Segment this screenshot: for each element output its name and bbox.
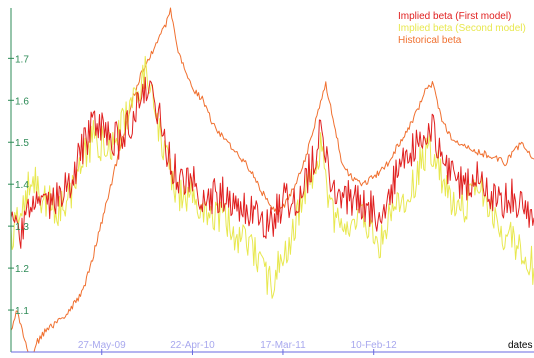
x-tick-label-2: 22-Apr-10 [170,340,215,351]
legend: Implied beta (First model)Implied beta (… [398,11,526,46]
x-axis-label: dates [508,340,532,351]
x-ticks: 27-May-09 22-Apr-10 17-Mar-11 10-Feb-12 [78,340,397,355]
y-tick-label-7: 1.7 [15,54,29,65]
legend-entry-3: Historical beta [398,35,462,46]
series-layer [10,7,534,353]
x-tick-label-4: 10-Feb-12 [351,340,398,351]
legend-entry-2: Implied beta (Second model) [398,23,526,34]
x-tick-label-3: 17-Mar-11 [260,340,306,351]
y-tick-label-2: 1.2 [15,264,29,275]
y-tick-label-5: 1.5 [15,138,29,149]
series-line-1 [10,76,534,249]
legend-entry-1: Implied beta (First model) [398,11,511,22]
y-ticks: 1.1 1.2 1.3 1.4 1.5 1.6 1.7 [8,54,29,317]
x-tick-label-1: 27-May-09 [78,340,126,351]
y-tick-label-6: 1.6 [15,96,29,107]
series-line-3 [10,7,534,353]
y-tick-label-4: 1.4 [15,180,29,191]
y-tick-label-1: 1.1 [15,306,29,317]
series-line-2 [10,55,534,299]
y-tick-label-3: 1.3 [15,222,29,233]
